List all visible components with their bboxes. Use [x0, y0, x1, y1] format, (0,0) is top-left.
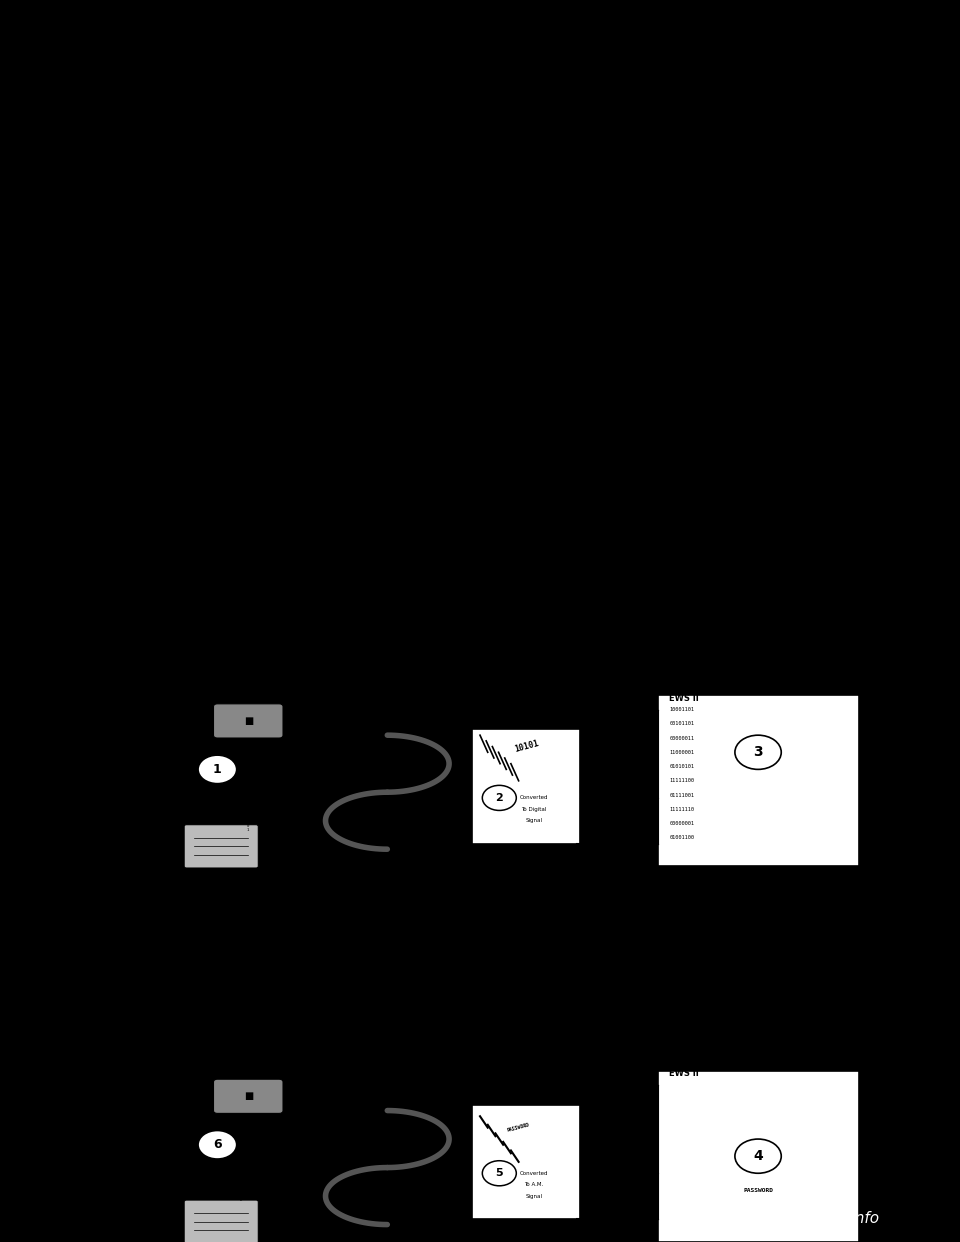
Text: module is powered through KL R.  The transmitter/receiver module sends a 125kHz.: module is powered through KL R. The tran…	[131, 359, 748, 374]
Text: •: •	[94, 950, 104, 968]
Text: ers up the transponder.: ers up the transponder.	[131, 430, 303, 445]
Text: 13: 13	[836, 1135, 868, 1159]
Text: password (4) to the transmitter/receiver module, which converts the data to an A: password (4) to the transmitter/receiver…	[131, 985, 741, 1000]
Text: AM signal to the ring antenna. The AM signal induces voltage in the key coil and: AM signal to the ring antenna. The AM si…	[131, 394, 760, 409]
Text: sequence of events for vehicle starting is as follows:: sequence of events for vehicle starting …	[94, 278, 479, 293]
Text: The starting sequence involves communication between all the components of the s: The starting sequence involves communica…	[94, 209, 765, 224]
Text: •: •	[94, 607, 104, 626]
Text: •: •	[94, 324, 104, 343]
Text: receiver module via the 125kHz AM signal (1).  The transmitter/receiver module c: receiver module via the 125kHz AM signal…	[131, 518, 786, 534]
Text: carmanualsonline.info: carmanualsonline.info	[710, 1211, 879, 1226]
Text: •: •	[94, 483, 104, 502]
Text: key is enabled (3).: key is enabled (3).	[131, 642, 267, 658]
Text: Powered up, the key transponder sends the key identification code to the transmi: Powered up, the key transponder sends th…	[131, 483, 762, 498]
Text: Any  break-down  in  the  communication  process  will  result  in  a  no  start: Any break-down in the communication proc…	[94, 243, 781, 258]
Text: the AM signal to a digital signal and sends it to the EWS II control module (2).: the AM signal to a digital signal and se…	[131, 554, 700, 569]
Text: signal (5)   and sends it to the transponder via the ring antenna (6).: signal (5) and sends it to the transpond…	[131, 1020, 630, 1035]
Text: EWS: EWS	[843, 1164, 868, 1174]
Text: The EWS II control module verifies the key identification code and checks to see: The EWS II control module verifies the k…	[131, 607, 761, 622]
Text: Principle of Operation: Principle of Operation	[94, 148, 316, 166]
Text: Upon accepting the key as valid and enabled the EWS II control module sends a di: Upon accepting the key as valid and enab…	[131, 950, 767, 965]
Text: The key is inserted into the lock cylinder and switched “ON”.  The transmitter/r: The key is inserted into the lock cylind…	[131, 324, 766, 339]
